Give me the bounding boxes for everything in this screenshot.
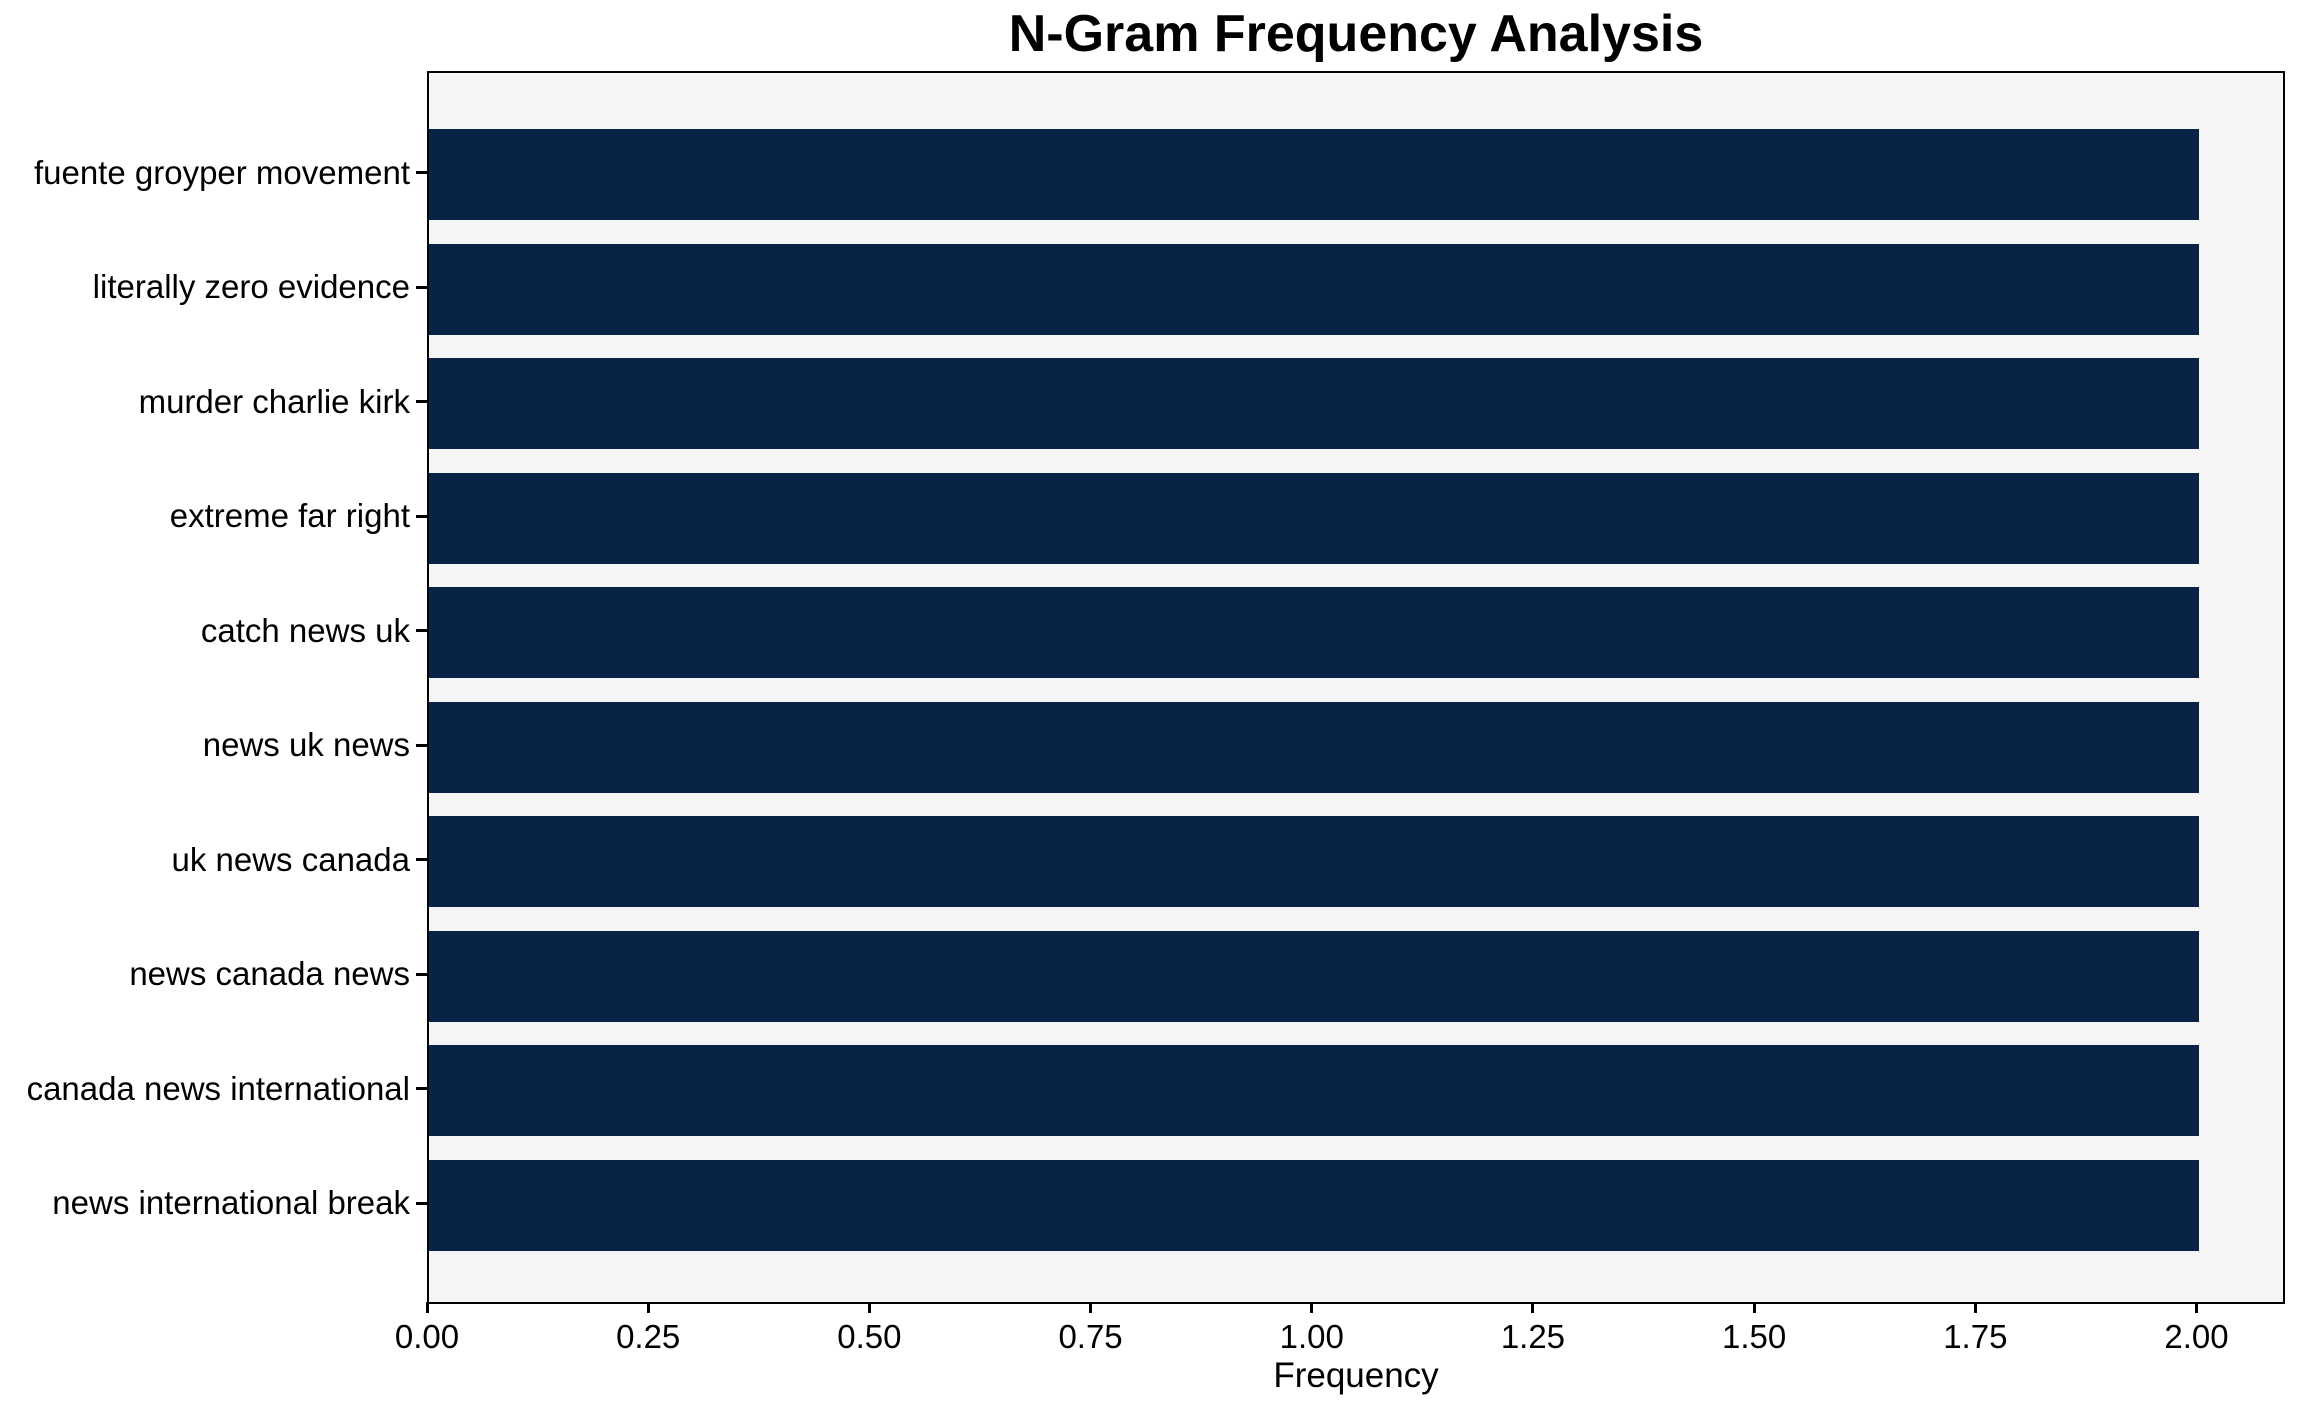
y-tick-mark [416, 1201, 427, 1205]
y-tick-label: canada news international [26, 1069, 410, 1107]
y-tick-label: news uk news [202, 726, 410, 763]
y-tick-label: catch news uk [200, 611, 410, 649]
bar [429, 472, 2199, 564]
x-tick-label: 1.00 [1279, 1318, 1344, 1355]
x-tick-label: 1.75 [1943, 1318, 2008, 1355]
y-tick-label: fuente groyper movement [33, 153, 410, 191]
bar [429, 816, 2199, 907]
y-tick-mark [416, 171, 427, 174]
x-tick-mark [1531, 1302, 1535, 1313]
x-tick-mark [2195, 1302, 2199, 1313]
y-tick-mark [416, 400, 427, 403]
bar [429, 1045, 2199, 1136]
y-tick-mark [416, 1087, 427, 1090]
x-tick-mark [425, 1302, 429, 1313]
y-tick-mark [416, 858, 427, 861]
bar [429, 930, 2199, 1022]
x-axis-label: Frequency [1273, 1356, 1439, 1395]
y-tick-label: news canada news [129, 955, 410, 992]
y-tick-mark [416, 972, 427, 976]
y-tick-mark [416, 629, 427, 632]
x-tick-label: 0.50 [837, 1318, 902, 1355]
bar [429, 129, 2199, 220]
x-tick-mark [1310, 1302, 1314, 1313]
y-tick-label: extreme far right [169, 497, 410, 534]
x-tick-mark [646, 1302, 650, 1313]
y-tick-mark [416, 514, 427, 518]
bar [429, 1159, 2199, 1251]
y-tick-label: murder charlie kirk [138, 382, 410, 420]
x-tick-mark [1973, 1302, 1977, 1313]
y-tick-label: uk news canada [171, 840, 411, 878]
x-tick-label: 0.75 [1058, 1318, 1123, 1355]
y-tick-label: literally zero evidence [92, 268, 410, 305]
y-tick-label: news international break [52, 1184, 410, 1221]
x-tick-label: 0.25 [616, 1318, 681, 1355]
bar [429, 358, 2199, 449]
y-tick-mark [416, 743, 427, 747]
x-tick-label: 1.50 [1722, 1318, 1787, 1355]
bar [429, 587, 2199, 678]
bar [429, 701, 2199, 793]
y-tick-mark [416, 285, 427, 289]
plot-area [427, 71, 2285, 1304]
x-tick-label: 2.00 [2164, 1318, 2229, 1355]
x-tick-mark [867, 1302, 871, 1313]
x-tick-mark [1752, 1302, 1756, 1313]
chart-title: N-Gram Frequency Analysis [1008, 5, 1704, 63]
x-tick-mark [1089, 1302, 1093, 1313]
x-tick-label: 0.00 [394, 1318, 460, 1355]
bar [429, 243, 2199, 335]
x-tick-label: 1.25 [1500, 1318, 1566, 1355]
